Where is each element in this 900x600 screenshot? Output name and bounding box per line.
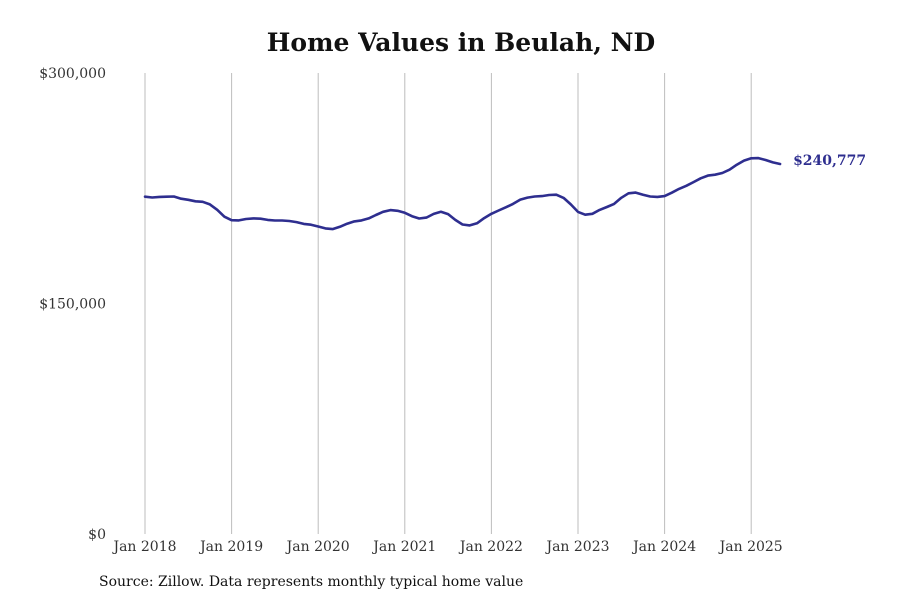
x-tick-label: Jan 2018	[111, 539, 176, 555]
end-value-label: $240,777	[793, 153, 866, 169]
y-tick-label: $300,000	[39, 66, 106, 82]
series-line	[143, 156, 782, 231]
x-tick-label: Jan 2022	[458, 539, 523, 555]
series-layer: $240,777	[143, 153, 866, 231]
x-tick-label: Jan 2020	[285, 539, 350, 555]
x-tick-label: Jan 2021	[371, 539, 436, 555]
gridlines	[144, 73, 752, 534]
y-axis-ticks: $0 $150,000 $300,000	[39, 66, 106, 543]
x-tick-label: Jan 2023	[544, 539, 609, 555]
y-tick-label: $150,000	[39, 297, 106, 313]
x-axis-ticks: Jan 2018 Jan 2019 Jan 2020 Jan 2021 Jan 2022…	[111, 539, 782, 555]
x-tick-label: Jan 2025	[718, 539, 783, 555]
source-note: Source: Zillow. Data represents monthly …	[99, 574, 524, 590]
x-tick-label: Jan 2019	[198, 539, 263, 555]
y-tick-label: $0	[88, 527, 106, 543]
chart-title: Home Values in Beulah, ND	[266, 28, 656, 57]
x-tick-label: Jan 2024	[631, 539, 696, 555]
